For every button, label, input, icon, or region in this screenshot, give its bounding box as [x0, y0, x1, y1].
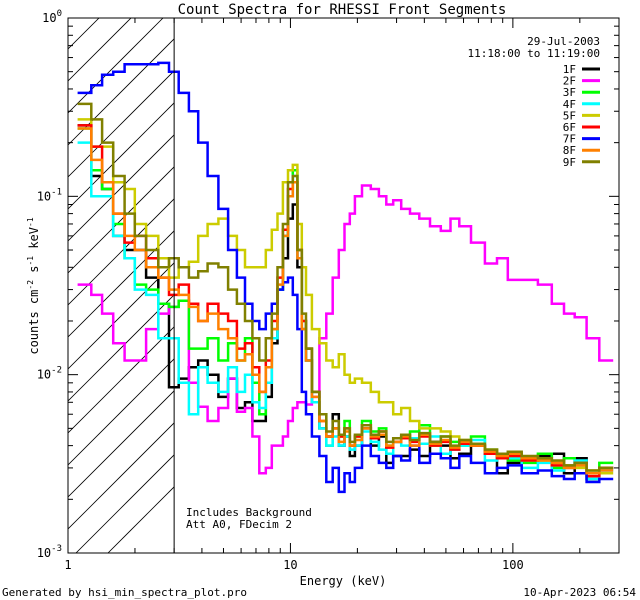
y-tick-labels: 10-3 10-2 10-1 100	[37, 9, 62, 560]
legend-label: 5F	[563, 109, 576, 122]
y-tick-label: 100	[42, 9, 62, 25]
series-line-2F	[77, 184, 614, 475]
series-line-7F	[77, 61, 614, 494]
axis-ticks	[67, 17, 620, 554]
series-line-9F	[77, 102, 614, 472]
hatch-line	[68, 326, 175, 434]
hatch-line	[68, 422, 175, 530]
y-axis-label: counts cm-2 s-1 keV-1	[26, 217, 41, 354]
time-range-label: 11:18:00 to 11:19:00	[468, 47, 600, 60]
x-tick-label: 100	[502, 558, 524, 572]
hatch-line	[68, 294, 175, 402]
hatch-line	[68, 38, 175, 146]
x-tick-label: 10	[283, 558, 297, 572]
hatch-line	[75, 454, 175, 553]
legend-label: 2F	[563, 75, 576, 88]
hatch-line	[68, 70, 175, 178]
hatch-line	[107, 486, 175, 553]
legend-label: 6F	[563, 121, 576, 134]
x-tick-labels: 1 10 100	[64, 558, 523, 572]
hatch-line	[68, 18, 164, 114]
hatch-line	[68, 358, 175, 466]
legend: 1F 2F 3F 4F 5F 6F 7F 8F 9F	[563, 63, 600, 169]
generated-by-text: Generated by hsi_min_spectra_plot.pro	[2, 586, 247, 599]
hatch-line	[68, 198, 175, 306]
date-label: 29-Jul-2003	[527, 35, 600, 48]
hatch-line	[68, 102, 175, 210]
hatch-line	[68, 262, 175, 370]
legend-label: 1F	[563, 63, 576, 76]
legend-label: 7F	[563, 133, 576, 146]
timestamp-text: 10-Apr-2023 06:54	[523, 586, 636, 599]
hatched-region	[68, 18, 175, 553]
series-layer	[77, 61, 614, 494]
hatch-line	[68, 166, 175, 274]
legend-label: 8F	[563, 144, 576, 157]
plot-frame	[67, 17, 620, 554]
legend-label: 4F	[563, 98, 576, 111]
annotation-background: Includes Background	[186, 506, 312, 519]
legend-label: 3F	[563, 86, 576, 99]
annotation-attenuator: Att A0, FDecim 2	[186, 518, 292, 531]
hatch-line	[68, 390, 175, 498]
hatch-line	[68, 134, 175, 242]
chart-title: Count Spectra for RHESSI Front Segments	[178, 2, 507, 18]
legend-label: 9F	[563, 156, 576, 169]
y-tick-label: 10-3	[37, 544, 62, 560]
y-tick-label: 10-1	[37, 187, 62, 203]
x-axis-label: Energy (keV)	[300, 574, 387, 588]
x-tick-label: 1	[64, 558, 71, 572]
hatch-line	[68, 230, 175, 338]
y-tick-label: 10-2	[37, 366, 62, 382]
